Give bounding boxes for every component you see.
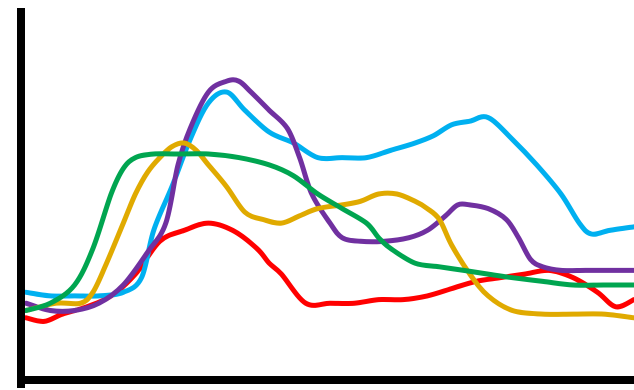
series-line-5: [23, 151, 634, 313]
series-line-2: [23, 89, 634, 299]
series-layer: [23, 77, 634, 324]
series-line-3: [23, 77, 634, 314]
series-line-4: [23, 140, 634, 321]
